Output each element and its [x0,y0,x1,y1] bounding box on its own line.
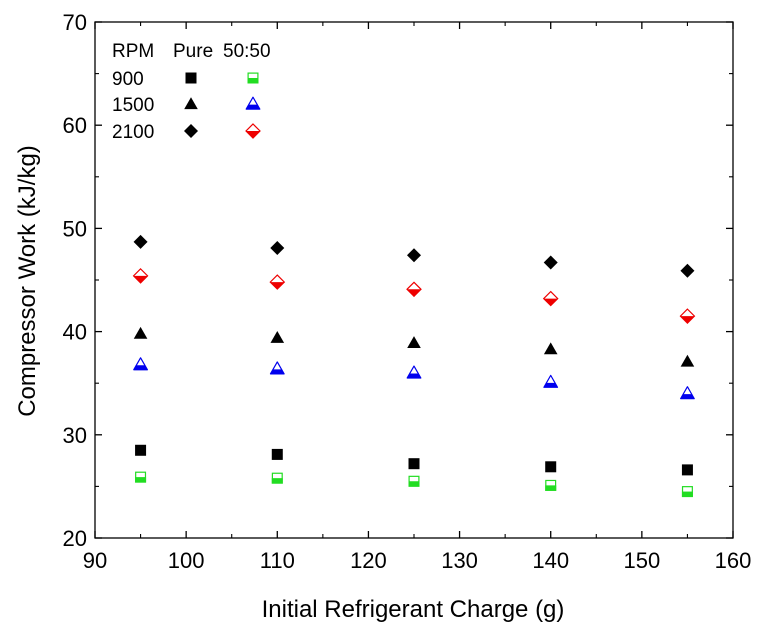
marker-fill [544,299,558,306]
x-tick-label: 130 [441,548,478,573]
marker-body [134,235,148,249]
legend-rpm-label: 2100 [112,122,154,143]
data-point [680,309,694,323]
marker-body [545,461,556,472]
marker-body [681,355,695,367]
legend-header-rpm: RPM [112,41,154,62]
data-point [409,476,420,486]
marker-body [407,336,421,348]
data-point [407,366,421,378]
data-point [409,458,420,469]
data-point [544,375,558,387]
data-point [682,464,693,475]
y-tick-label: 50 [63,216,87,241]
data-point [135,445,146,456]
marker-fill [246,131,260,138]
data-point [407,282,421,296]
x-tick-label: 150 [623,548,660,573]
x-tick-label: 90 [83,548,107,573]
marker-body [407,248,421,262]
legend-marker-mix [246,124,260,138]
y-tick-label: 20 [63,526,87,551]
data-point [407,248,421,262]
data-point [134,269,148,283]
data-point [270,331,284,343]
marker-body [409,458,420,469]
marker-body [270,241,284,255]
y-tick-label: 40 [63,320,87,345]
data-point [134,327,148,339]
data-point [270,362,284,374]
marker-fill [407,289,421,296]
data-point [134,358,148,370]
data-point [681,355,695,367]
y-tick-label: 30 [63,423,87,448]
marker-body [544,255,558,269]
data-point [134,235,148,249]
x-tick-label: 100 [168,548,205,573]
marker-fill [680,316,694,323]
marker-body [184,97,198,109]
data-point [681,387,695,399]
data-point [270,241,284,255]
legend-marker-mix [246,97,260,109]
data-point [272,473,283,483]
legend-rpm-label: 900 [112,69,144,90]
marker-fill [134,276,148,283]
legend-marker-mix [248,73,259,83]
marker-body [544,342,558,354]
data-point [544,342,558,354]
x-axis-title: Initial Refrigerant Charge (g) [262,596,565,623]
legend-marker-pure [186,73,197,84]
x-tick-label: 110 [260,548,295,573]
data-point [544,255,558,269]
x-tick-label: 140 [532,548,569,573]
data-point [544,292,558,306]
legend-header-pure: Pure [173,41,213,62]
data-point [680,264,694,278]
marker-fill [270,282,284,289]
marker-body [680,264,694,278]
marker-body [186,73,197,84]
marker-body [272,449,283,460]
y-tick-label: 70 [63,10,87,35]
y-tick-label: 60 [63,113,87,138]
data-point [270,275,284,289]
x-tick-label: 120 [350,548,387,573]
legend-marker-pure [184,124,198,138]
data-point [272,449,283,460]
data-point [545,461,556,472]
legend-rpm-label: 1500 [112,95,154,116]
marker-body [184,124,198,138]
y-axis-title: Compressor Work (kJ/kg) [14,145,41,417]
marker-body [134,327,148,339]
data-point [682,487,693,497]
legend-marker-pure [184,97,198,109]
marker-body [682,464,693,475]
data-point [135,472,146,482]
data-point [545,480,556,490]
marker-body [270,331,284,343]
legend-header-mix: 50:50 [223,41,271,62]
data-point [407,336,421,348]
x-tick-label: 160 [715,548,752,573]
marker-body [135,445,146,456]
